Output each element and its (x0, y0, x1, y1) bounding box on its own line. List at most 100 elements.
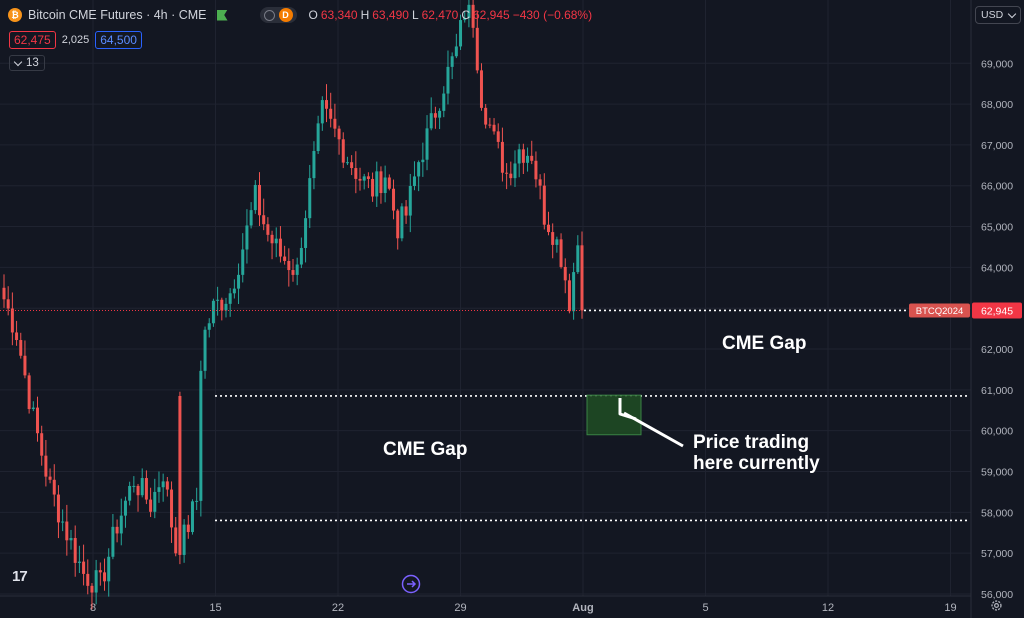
price-tick-label: 69,000 (981, 58, 1013, 70)
time-tick-label: 19 (944, 602, 956, 614)
tradingview-logo[interactable]: 17 (12, 568, 28, 585)
candle-body (500, 141, 504, 173)
candle-body (2, 287, 6, 300)
sell-price-button[interactable]: 62,475 (9, 31, 56, 49)
data-toggle[interactable]: D (259, 7, 297, 23)
candle-body (56, 494, 60, 523)
candle-body (350, 162, 354, 169)
candle-body (446, 66, 450, 94)
candle-body (492, 124, 496, 132)
close-value: 62,945 (473, 8, 510, 22)
candle-body (572, 272, 576, 312)
candle-body (387, 177, 391, 189)
candle-body (136, 485, 140, 496)
candle-body (94, 570, 98, 593)
candle-body (392, 188, 396, 211)
candle-body (195, 500, 199, 502)
candle-body (103, 572, 107, 582)
high-label: H (360, 8, 370, 22)
candle-body (257, 184, 261, 216)
price-tick-label: 59,000 (981, 466, 1013, 478)
candle-body (6, 299, 10, 309)
candle-body (245, 225, 249, 250)
symbol-badge (909, 303, 970, 318)
price-tick-label: 62,000 (981, 344, 1013, 356)
candle-body (371, 178, 375, 197)
last-price-badge (972, 302, 1022, 319)
candle-body (513, 163, 517, 179)
candle-body (333, 118, 337, 129)
candle-body (329, 108, 333, 119)
candle-body (479, 70, 483, 108)
candle-body (31, 407, 35, 410)
candle-body (396, 210, 400, 239)
candle-body (299, 247, 303, 265)
candle-body (48, 476, 52, 480)
price-tick-label: 61,000 (981, 385, 1013, 397)
candle-body (203, 329, 207, 371)
candle-body (40, 433, 44, 456)
candle-body (153, 491, 157, 512)
buy-price-button[interactable]: 64,500 (95, 31, 142, 49)
candle-body (149, 499, 153, 512)
candle-body (44, 455, 48, 477)
candle-body (454, 46, 458, 57)
candle-body (459, 20, 463, 47)
candle-body (132, 485, 136, 487)
candle-body (534, 160, 538, 180)
candle-body (182, 524, 186, 555)
candle-body (475, 27, 479, 71)
candle-body (517, 149, 521, 164)
indicators-toggle[interactable]: 13 (9, 55, 45, 71)
candle-body (450, 56, 454, 67)
candle-body (19, 340, 23, 356)
price-tick-label: 56,000 (981, 589, 1013, 601)
candle-body (140, 478, 144, 496)
candle-body (266, 224, 270, 235)
price-note: Price trading here currently (693, 432, 820, 474)
candle-body (123, 500, 127, 516)
price-tick-label: 68,000 (981, 99, 1013, 111)
time-tick-label: 22 (332, 602, 344, 614)
symbol-title[interactable]: Bitcoin CME Futures · 4h · CME (28, 8, 207, 22)
high-value: 63,490 (372, 8, 409, 22)
candle-body (52, 479, 56, 495)
candle-body (15, 332, 19, 341)
candle-body (69, 538, 73, 541)
candle-body (211, 300, 215, 324)
candle-body (509, 173, 513, 179)
candle-body (345, 162, 349, 164)
candle-body (232, 288, 236, 294)
candle-body (567, 280, 571, 312)
candle-body (383, 177, 387, 194)
candle-body (417, 162, 421, 177)
change-value: −430 (−0.68%) (512, 8, 593, 22)
price-tick-label: 64,000 (981, 262, 1013, 274)
candle-body (283, 256, 287, 261)
chevron-down-icon (13, 57, 23, 66)
candle-body (270, 234, 274, 244)
gear-icon[interactable] (990, 599, 1003, 612)
candle-body (546, 224, 550, 233)
candle-body (107, 556, 111, 582)
candle-body (325, 100, 329, 109)
candle-body (580, 245, 584, 311)
candle-body (366, 176, 370, 179)
candle-body (65, 521, 69, 541)
candle-body (174, 527, 178, 554)
candle-body (412, 176, 416, 186)
candle-body (262, 215, 266, 225)
candle-body (278, 238, 282, 257)
time-tick-label: 12 (822, 602, 834, 614)
candle-body (144, 478, 148, 500)
ohlc-values: O 63,340 H 63,490 L 62,470 C 62,945 −430 (−0… (309, 8, 593, 22)
currency-select[interactable]: USD (975, 6, 1022, 24)
candle-body (216, 299, 220, 301)
candle-body (429, 113, 433, 129)
candle-body (551, 232, 555, 245)
low-label: L (411, 8, 419, 22)
d-badge: D (278, 8, 293, 22)
toggle-dot-icon (263, 9, 275, 21)
price-tick-label: 60,000 (981, 426, 1013, 438)
